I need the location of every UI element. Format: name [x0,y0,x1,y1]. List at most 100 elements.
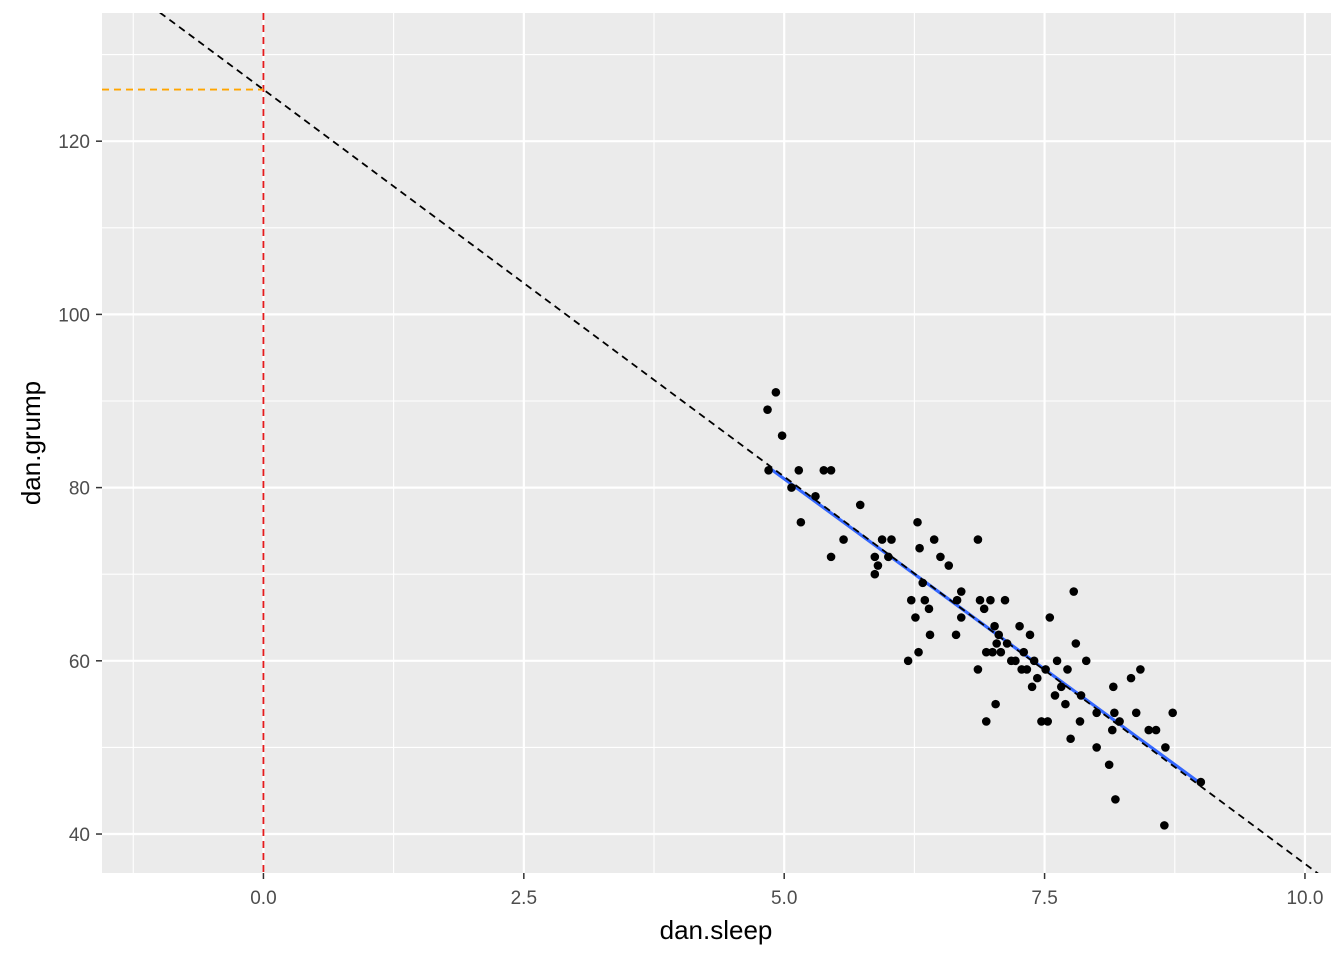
data-point [1015,621,1024,631]
data-point [870,569,880,579]
data-point [887,535,896,544]
data-point [839,535,848,544]
x-axis: 0.0 2.5 5.0 7.5 10.0 [250,873,1323,909]
x-tick-label: 7.5 [1031,888,1057,909]
data-point [992,639,1001,648]
data-point [952,595,962,605]
data-point [1066,734,1075,744]
data-point [1029,656,1039,666]
data-point [877,535,887,544]
x-axis-title: dan.sleep [660,915,773,945]
data-point [1056,682,1066,692]
data-point [981,717,991,726]
data-point [1000,595,1010,605]
data-point [1019,647,1029,657]
data-point [884,552,893,562]
minor-gridlines [102,13,1331,873]
data-point [925,630,935,640]
data-point [1037,717,1046,726]
data-point [929,535,939,544]
data-point [1104,760,1114,770]
data-point [996,647,1006,657]
data-point [1126,673,1136,683]
y-tick-label: 120 [58,132,90,153]
data-point [913,517,922,527]
data-point [1041,665,1050,674]
data-point [1109,682,1118,692]
data-point [924,604,934,614]
y-tick-label: 60 [69,652,90,673]
data-point [973,665,983,674]
data-point [1092,708,1101,718]
data-point [1043,717,1053,726]
data-point [914,647,923,657]
x-tick-label: 2.5 [511,888,537,909]
data-points [763,388,1206,830]
y-tick-label: 40 [69,825,90,846]
data-point [1061,699,1070,709]
data-point [1168,708,1177,718]
data-point [1161,743,1170,752]
data-point [826,465,836,475]
data-point [1011,656,1020,666]
data-point [1115,717,1124,726]
data-point [988,647,997,657]
data-point [1002,639,1012,648]
data-point [870,552,880,562]
data-point [1025,630,1035,640]
data-point [1027,682,1037,692]
data-point [1063,665,1072,674]
data-point [811,491,820,501]
x-tick-label: 10.0 [1286,888,1323,909]
data-point [826,552,836,562]
data-point [787,483,796,492]
data-point [1071,639,1081,648]
data-point [764,465,773,475]
extended-regression-line [158,13,1319,873]
data-point [1069,587,1079,596]
data-point [1045,613,1055,622]
data-point [973,535,983,544]
x-tick-label: 5.0 [771,888,797,909]
data-point [1196,777,1206,787]
y-axis: 40 60 80 100 120 [58,132,102,846]
data-point [1032,673,1042,683]
data-point [855,500,865,510]
data-point [903,656,913,666]
data-point [918,578,928,588]
reference-lines [102,13,265,873]
data-point [936,552,945,562]
y-tick-label: 100 [58,305,90,326]
data-point [994,630,1004,640]
data-point [1050,691,1060,700]
major-gridlines [102,13,1331,873]
data-point [951,630,961,640]
data-point [873,561,883,570]
data-point [1076,691,1086,700]
data-point [796,517,806,527]
data-point [991,699,1000,709]
regression-fit-line [766,465,1202,785]
data-point [1081,656,1091,666]
data-point [1160,821,1169,830]
data-point [771,388,781,397]
data-point [920,595,930,605]
data-point [906,595,916,605]
data-point [1092,743,1101,752]
data-point [1111,795,1120,804]
x-tick-label: 0.0 [250,888,276,909]
data-point [777,431,787,440]
data-point [944,561,954,570]
y-tick-label: 80 [69,479,90,500]
data-point [1022,665,1032,674]
data-point [1144,725,1154,735]
data-point [956,613,966,622]
data-point [981,647,991,657]
data-point [911,613,920,622]
data-point [1052,656,1062,666]
data-point [1136,665,1145,674]
data-point [794,465,804,475]
data-point [986,595,995,605]
